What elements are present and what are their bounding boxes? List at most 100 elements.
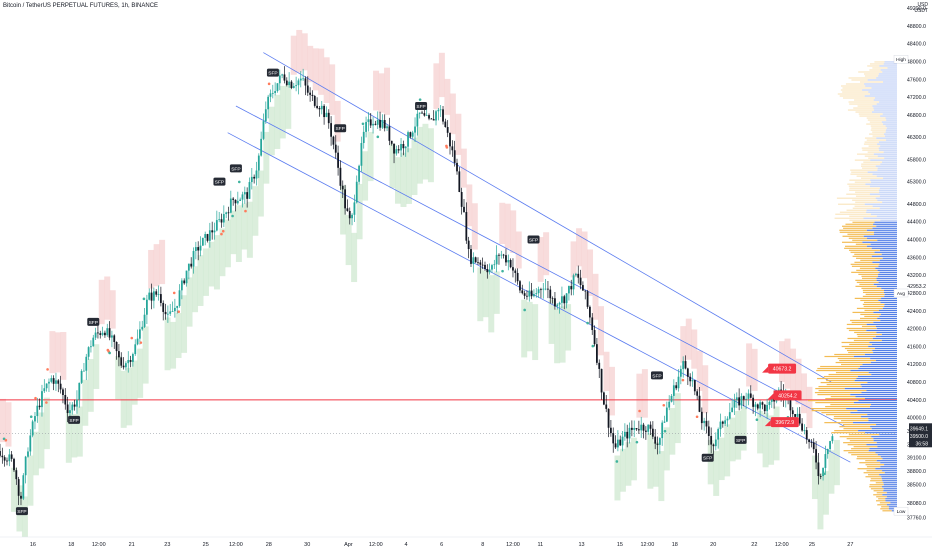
profile-buy-bar — [861, 147, 879, 149]
resistance-band-segment — [384, 67, 391, 115]
profile-buy-bar — [853, 107, 874, 109]
profile-sell-bar — [850, 393, 897, 396]
profile-buy-bar — [852, 239, 878, 241]
candle-body — [10, 454, 13, 459]
candle-body — [339, 167, 342, 186]
profile-buy-bar — [821, 412, 851, 414]
profile-buy-bar — [866, 466, 881, 468]
profile-buy-bar — [848, 249, 880, 251]
candle-body — [283, 74, 286, 81]
sfp-label: SFP — [15, 507, 28, 516]
candle-body — [36, 405, 39, 417]
profile-sell-bar — [878, 309, 897, 312]
profile-sell-bar — [875, 468, 897, 470]
candle-body — [197, 247, 200, 251]
resistance-band-segment — [104, 276, 111, 320]
profile-sell-bar — [872, 111, 897, 113]
candle-body — [668, 401, 671, 408]
pivot-dot — [663, 429, 667, 433]
profile-sell-bar — [874, 97, 897, 99]
candle-body — [752, 397, 755, 407]
candle-body — [295, 85, 298, 87]
profile-buy-bar — [817, 377, 857, 380]
profile-buy-bar — [841, 85, 866, 87]
callout-text: 40254.2 — [778, 393, 797, 399]
profile-sell-bar — [864, 203, 897, 205]
pivot-dot — [523, 308, 526, 312]
candle-body — [768, 401, 771, 405]
candle-body — [798, 413, 801, 424]
candle-body — [311, 94, 314, 97]
profile-buy-bar — [872, 131, 886, 133]
candle-body — [416, 113, 419, 127]
profile-sell-bar — [871, 373, 897, 376]
price-tick-label: 38800.0 — [907, 469, 926, 475]
price-tick-label: 39100.0 — [907, 456, 926, 462]
profile-sell-bar — [876, 225, 897, 227]
profile-buy-bar — [854, 253, 882, 255]
support-band-segment — [115, 356, 122, 400]
profile-sell-bar — [886, 139, 897, 141]
profile-sell-bar — [881, 339, 897, 342]
profile-buy-bar — [837, 357, 871, 360]
candle-body — [80, 370, 83, 383]
candle-body — [794, 414, 796, 417]
current-price-badge: 39649.1 39500.036:58 — [909, 423, 932, 448]
candle-body — [537, 289, 540, 294]
candle-body — [479, 262, 482, 265]
profile-buy-bar — [872, 67, 888, 69]
sfp-label-bg — [527, 235, 540, 244]
profile-sell-bar — [868, 418, 897, 420]
resistance-band-segment — [471, 203, 478, 250]
candle-body — [215, 220, 218, 231]
profile-buy-bar — [859, 267, 876, 269]
profile-buy-bar — [816, 369, 851, 372]
profile-buy-bar — [837, 93, 870, 95]
support-band-segment — [718, 437, 725, 481]
profile-sell-bar — [878, 299, 897, 302]
time-tick-label: 20 — [710, 542, 716, 548]
profile-sell-bar — [879, 474, 897, 476]
profile-buy-bar — [826, 383, 861, 386]
profile-sell-bar — [857, 375, 897, 378]
profile-sell-bar — [857, 410, 897, 412]
candle-body — [129, 359, 132, 362]
candle-body — [759, 402, 762, 409]
sfp-label-bg — [650, 371, 663, 380]
candle-body — [218, 219, 221, 221]
profile-buy-bar — [861, 177, 884, 179]
profile-marker-label: Avg — [893, 288, 909, 298]
candle-body — [512, 267, 514, 271]
profile-buy-bar — [850, 173, 873, 175]
candle-body — [388, 126, 391, 141]
sfp-label-bg — [87, 317, 100, 326]
candle-body — [73, 404, 76, 407]
support-band-segment — [729, 417, 736, 462]
candle-body — [292, 86, 295, 88]
profile-sell-bar — [864, 353, 897, 356]
pivot-dot — [45, 401, 48, 404]
candle-body — [211, 230, 214, 233]
profile-sell-bar — [886, 492, 897, 494]
support-band-segment — [762, 413, 769, 468]
candle-body — [337, 152, 339, 168]
candle-body — [325, 112, 328, 118]
candle-body — [535, 293, 538, 295]
profile-sell-bar — [871, 428, 897, 430]
candle-body — [633, 428, 636, 430]
candle-body — [162, 302, 165, 312]
candle-body — [745, 398, 748, 400]
profile-buy-bar — [866, 470, 883, 472]
profile-buy-bar — [846, 438, 874, 440]
time-tick-label: 21 — [129, 542, 135, 548]
resistance-band-segment — [680, 326, 687, 363]
pivot-dot — [361, 122, 365, 126]
time-tick-label: 13 — [578, 542, 584, 548]
pivot-dot — [418, 98, 422, 101]
candle-body — [442, 109, 444, 122]
candle-body — [143, 314, 146, 327]
resistance-band-segment — [153, 244, 160, 287]
candle-body — [318, 108, 321, 110]
time-tick-label: 6 — [440, 542, 443, 548]
